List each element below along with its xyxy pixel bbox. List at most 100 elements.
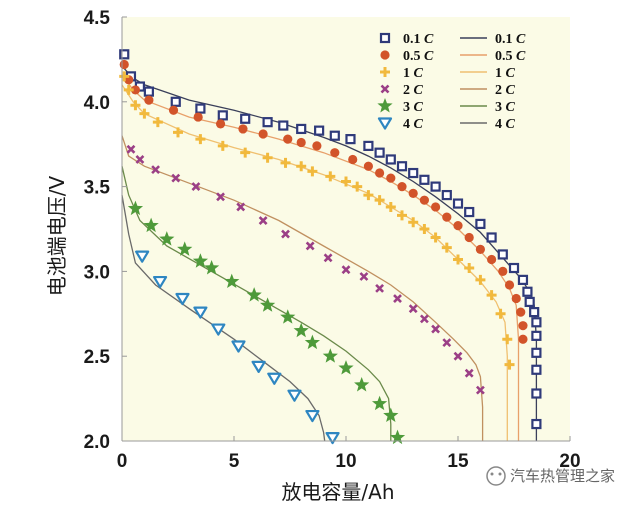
data-point (143, 217, 159, 233)
data-point (419, 174, 430, 185)
data-point (130, 85, 141, 95)
data-point (363, 161, 373, 171)
data-point (393, 294, 402, 303)
data-point (203, 260, 220, 275)
data-point (522, 286, 533, 297)
data-point (383, 407, 399, 423)
data-point (464, 368, 474, 378)
data-point (195, 134, 206, 145)
data-point (464, 206, 475, 218)
legend-unit: C (414, 100, 424, 115)
data-point (216, 192, 225, 202)
watermark-icon-dot (490, 472, 494, 476)
data-point (389, 429, 406, 445)
data-point (531, 317, 542, 328)
data-point (486, 290, 497, 301)
data-point (238, 124, 248, 134)
data-point (127, 200, 144, 216)
data-point (354, 377, 370, 392)
data-point (441, 189, 452, 201)
data-point (452, 198, 464, 209)
watermark-icon (486, 466, 506, 486)
data-point (341, 265, 351, 275)
data-point (419, 224, 430, 234)
data-point (531, 388, 542, 399)
data-point (419, 195, 429, 205)
data-point (135, 155, 145, 164)
x-tick-label: 0 (117, 451, 128, 472)
data-point (380, 84, 390, 94)
data-point (453, 221, 463, 231)
data-point (193, 306, 208, 319)
data-point (143, 86, 154, 97)
data-point (511, 293, 521, 304)
data-point (323, 253, 333, 263)
data-point (442, 338, 452, 348)
legend-unit: C (516, 32, 526, 47)
legend-unit: C (414, 117, 424, 132)
data-point (192, 253, 209, 268)
legend-label: 3 C (495, 100, 516, 115)
data-point (217, 140, 228, 151)
data-point (487, 254, 497, 265)
legend-label: 4 C (495, 117, 516, 132)
data-point (325, 171, 336, 182)
data-point (259, 297, 276, 312)
series-line (121, 194, 326, 442)
data-point (419, 314, 429, 324)
data-point (177, 241, 193, 256)
data-point (385, 201, 396, 212)
data-point (231, 340, 246, 353)
data-point (508, 262, 520, 274)
data-point (281, 229, 290, 239)
data-point (375, 283, 385, 293)
data-point (531, 330, 542, 341)
x-tick-label: 15 (447, 451, 469, 472)
legend-unit: C (506, 83, 516, 98)
data-point (396, 161, 408, 172)
series-line (121, 166, 392, 441)
data-point (330, 148, 340, 158)
data-point (374, 147, 385, 158)
watermark-icon-dot (498, 472, 502, 476)
data-point (498, 266, 508, 276)
data-point (215, 119, 226, 129)
data-point (262, 117, 273, 128)
data-point (151, 165, 161, 175)
x-axis-title: 放电容量/Ah (281, 480, 394, 504)
y-tick-label: 2.5 (84, 347, 111, 368)
data-point (139, 108, 150, 119)
data-point (453, 351, 463, 361)
data-point (475, 244, 485, 254)
data-point (352, 181, 363, 192)
data-point (304, 334, 321, 350)
data-point (159, 231, 175, 246)
legend-unit: C (424, 32, 434, 47)
data-point (296, 123, 307, 135)
data-point (374, 195, 385, 206)
data-point (224, 273, 240, 289)
data-point (305, 409, 320, 423)
data-point (359, 272, 369, 281)
data-point (262, 152, 273, 163)
data-point (379, 32, 391, 44)
data-point (408, 217, 419, 228)
data-point (371, 395, 388, 411)
x-tick-label: 20 (559, 451, 580, 472)
data-point (312, 141, 322, 151)
y-tick-label: 3.0 (84, 262, 110, 283)
data-point (431, 324, 441, 334)
data-point (475, 385, 485, 395)
data-point (338, 360, 354, 375)
y-tick-label: 3.5 (84, 178, 111, 199)
data-point (258, 129, 268, 139)
data-point (475, 218, 486, 230)
data-point (348, 154, 358, 165)
data-point (240, 113, 251, 124)
data-point (329, 130, 340, 141)
legend-unit: C (506, 100, 516, 115)
data-point (171, 173, 181, 183)
data-point (152, 117, 163, 128)
data-point (191, 182, 201, 192)
